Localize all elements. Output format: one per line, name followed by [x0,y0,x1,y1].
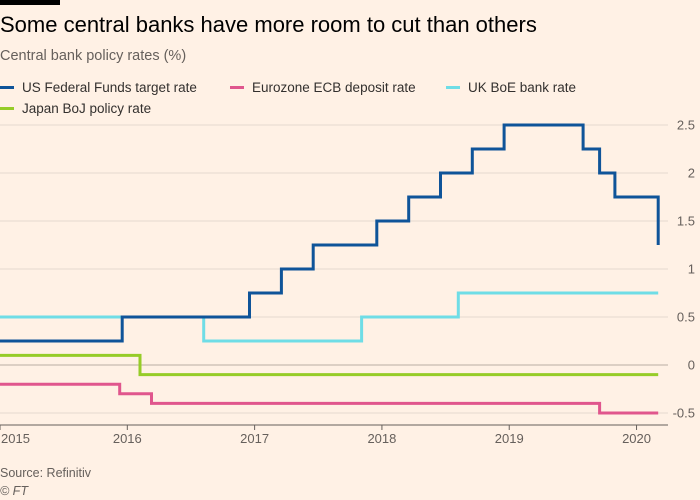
chart-subtitle: Central bank policy rates (%) [0,48,187,64]
chart-legend: US Federal Funds target rate Eurozone EC… [0,80,700,120]
legend-swatch-eurozone [230,86,244,89]
axis-layer: -0.5 0 0.5 1 1.5 2 2.5 2015 2016 2017 2018 2019 2020 [0,118,695,446]
x-tick-label: 2015 [1,431,30,446]
y-tick-label: 1.5 [677,214,695,229]
us-rate-line [0,123,660,343]
legend-item-japan: Japan BoJ policy rate [0,101,151,116]
y-tick-label: 2.5 [677,118,695,133]
legend-item-uk: UK BoE bank rate [446,80,576,95]
x-tick-label: 2017 [240,431,269,446]
y-tick-label: 0 [688,358,695,373]
ft-top-bar [0,0,60,5]
x-tick-label: 2018 [367,431,396,446]
uk-rate-line [0,291,659,343]
legend-label-eurozone: Eurozone ECB deposit rate [252,80,416,95]
legend-label-japan: Japan BoJ policy rate [22,101,152,116]
y-tick-label: 2 [688,166,695,181]
legend-swatch-japan [0,107,14,110]
eurozone-rate-line [0,382,659,415]
source-note: Source: Refinitiv [0,466,92,480]
y-tick-label: 1 [688,262,695,277]
y-tick-label: -0.5 [673,406,695,421]
grid-layer [0,124,668,414]
legend-label-uk: UK BoE bank rate [468,80,577,95]
legend-label-us: US Federal Funds target rate [22,80,197,95]
x-tick-label: 2016 [113,431,142,446]
legend-swatch-us [0,86,14,89]
x-tick-label: 2019 [495,431,524,446]
y-tick-label: 0.5 [677,310,695,325]
legend-item-eurozone: Eurozone ECB deposit rate [230,80,416,95]
legend-item-us: US Federal Funds target rate [0,80,197,95]
japan-rate-line [0,353,659,377]
legend-swatch-uk [446,86,460,89]
series-layer [0,123,660,415]
copyright-note: © FT [0,484,28,498]
x-tick-label: 2020 [622,431,651,446]
chart-title: Some central banks have more room to cut… [0,12,537,37]
